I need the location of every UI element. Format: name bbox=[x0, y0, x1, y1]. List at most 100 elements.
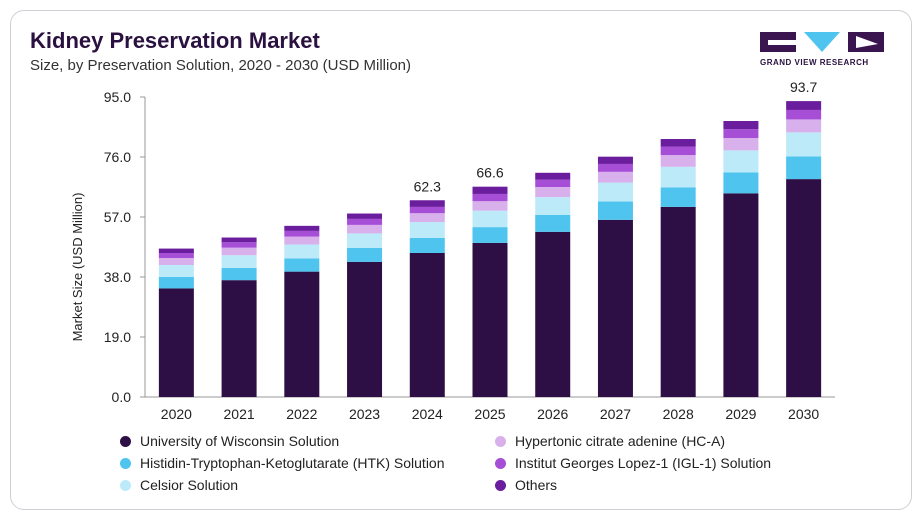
bar-segment bbox=[347, 213, 383, 219]
bar-segment bbox=[723, 138, 759, 151]
legend-label: Hypertonic citrate adenine (HC-A) bbox=[515, 433, 726, 449]
bar-segment bbox=[723, 121, 759, 130]
bar-segment bbox=[347, 261, 383, 397]
bar-segment bbox=[158, 265, 194, 277]
x-tick-label: 2023 bbox=[349, 406, 380, 422]
y-tick-label: 57.0 bbox=[104, 209, 131, 225]
legend-swatch bbox=[120, 479, 131, 491]
bar-segment bbox=[660, 206, 696, 397]
bar-segment bbox=[535, 231, 571, 397]
bar-segment bbox=[347, 233, 383, 248]
bar-segment bbox=[284, 258, 320, 272]
bar-segment bbox=[660, 146, 696, 156]
legend-label: University of Wisconsin Solution bbox=[140, 433, 340, 449]
bar-segment bbox=[597, 182, 633, 202]
bar-segment bbox=[660, 139, 696, 147]
x-tick-label: 2025 bbox=[474, 406, 505, 422]
bar-segment bbox=[786, 156, 822, 180]
bar-segment bbox=[786, 132, 822, 157]
bar-segment bbox=[472, 193, 508, 202]
bar-segment bbox=[723, 150, 759, 173]
logo-triangle bbox=[804, 32, 840, 52]
bar-segment bbox=[409, 237, 445, 253]
bar-segment bbox=[660, 187, 696, 207]
x-tick-label: 2029 bbox=[725, 406, 756, 422]
data-label: 93.7 bbox=[790, 79, 817, 95]
bar-segment bbox=[158, 288, 194, 397]
bar-segment bbox=[158, 258, 194, 265]
bar-segment bbox=[221, 255, 257, 268]
bar-segment bbox=[723, 172, 759, 194]
legend-label: Histidin-Tryptophan-Ketoglutarate (HTK) … bbox=[140, 455, 445, 471]
legend-item: Histidin-Tryptophan-Ketoglutarate (HTK) … bbox=[120, 455, 445, 471]
x-tick-label: 2022 bbox=[286, 406, 317, 422]
data-label: 62.3 bbox=[414, 178, 441, 194]
y-tick-label: 19.0 bbox=[104, 329, 131, 345]
bar-segment bbox=[472, 186, 508, 194]
bar-segment bbox=[409, 253, 445, 397]
bar-segment bbox=[597, 156, 633, 164]
x-tick-label: 2020 bbox=[161, 406, 192, 422]
legend-item: University of Wisconsin Solution bbox=[120, 433, 339, 449]
bar-segment bbox=[284, 225, 320, 231]
bar-segment bbox=[284, 271, 320, 397]
bar-segment bbox=[535, 187, 571, 198]
bar-segment bbox=[284, 230, 320, 237]
data-label: 66.6 bbox=[476, 165, 503, 181]
bar-segment bbox=[409, 200, 445, 207]
legend-item: Institut Georges Lopez-1 (IGL-1) Solutio… bbox=[495, 455, 771, 471]
y-tick-label: 95.0 bbox=[104, 89, 131, 105]
legend-item: Celsior Solution bbox=[120, 477, 238, 493]
bar-segment bbox=[535, 214, 571, 232]
logo-notch-right bbox=[856, 36, 878, 48]
bar-segment bbox=[786, 119, 822, 133]
bar-segment bbox=[786, 109, 822, 120]
bar-segment bbox=[221, 267, 257, 281]
bar-segment bbox=[347, 224, 383, 234]
y-tick-label: 0.0 bbox=[112, 389, 132, 405]
grand-view-research-logo bbox=[760, 32, 884, 52]
bar-segment bbox=[723, 193, 759, 397]
x-tick-label: 2027 bbox=[600, 406, 631, 422]
bar-segment bbox=[597, 171, 633, 183]
bar-segment bbox=[660, 155, 696, 167]
bar-segment bbox=[472, 242, 508, 397]
bar-segment bbox=[535, 172, 571, 180]
x-tick-label: 2021 bbox=[224, 406, 255, 422]
y-tick-label: 38.0 bbox=[104, 269, 131, 285]
legend-swatch bbox=[495, 479, 506, 491]
bar-segment bbox=[284, 244, 320, 259]
bar-segment bbox=[221, 237, 257, 243]
y-axis-label: Market Size (USD Million) bbox=[70, 193, 85, 342]
bar-segment bbox=[221, 247, 257, 256]
x-tick-label: 2024 bbox=[412, 406, 443, 422]
x-tick-label: 2028 bbox=[663, 406, 694, 422]
bar-segment bbox=[472, 227, 508, 243]
bar-segment bbox=[597, 201, 633, 220]
chart-subtitle: Size, by Preservation Solution, 2020 - 2… bbox=[30, 57, 412, 74]
bar-segment bbox=[221, 280, 257, 397]
bar-segment bbox=[347, 218, 383, 225]
legend-label: Institut Georges Lopez-1 (IGL-1) Solutio… bbox=[515, 455, 772, 471]
bar-segment bbox=[786, 101, 822, 110]
x-tick-label: 2030 bbox=[788, 406, 819, 422]
bar-segment bbox=[221, 242, 257, 248]
bar-segment bbox=[597, 163, 633, 172]
legend-swatch bbox=[120, 457, 131, 469]
bar-segment bbox=[786, 179, 822, 397]
bar-segment bbox=[409, 206, 445, 214]
legend-label: Celsior Solution bbox=[140, 477, 239, 493]
legend-swatch bbox=[120, 435, 131, 447]
bar-segment bbox=[158, 277, 194, 289]
bar-segment bbox=[158, 248, 194, 253]
legend-item: Hypertonic citrate adenine (HC-A) bbox=[495, 433, 725, 449]
bar-segment bbox=[347, 247, 383, 262]
bar-segment bbox=[535, 197, 571, 215]
bar-segment bbox=[660, 166, 696, 188]
bar-segment bbox=[284, 236, 320, 245]
bar-segment bbox=[472, 210, 508, 228]
bar-segment bbox=[409, 213, 445, 223]
bar-segment bbox=[535, 179, 571, 187]
bar-segment bbox=[723, 129, 759, 139]
